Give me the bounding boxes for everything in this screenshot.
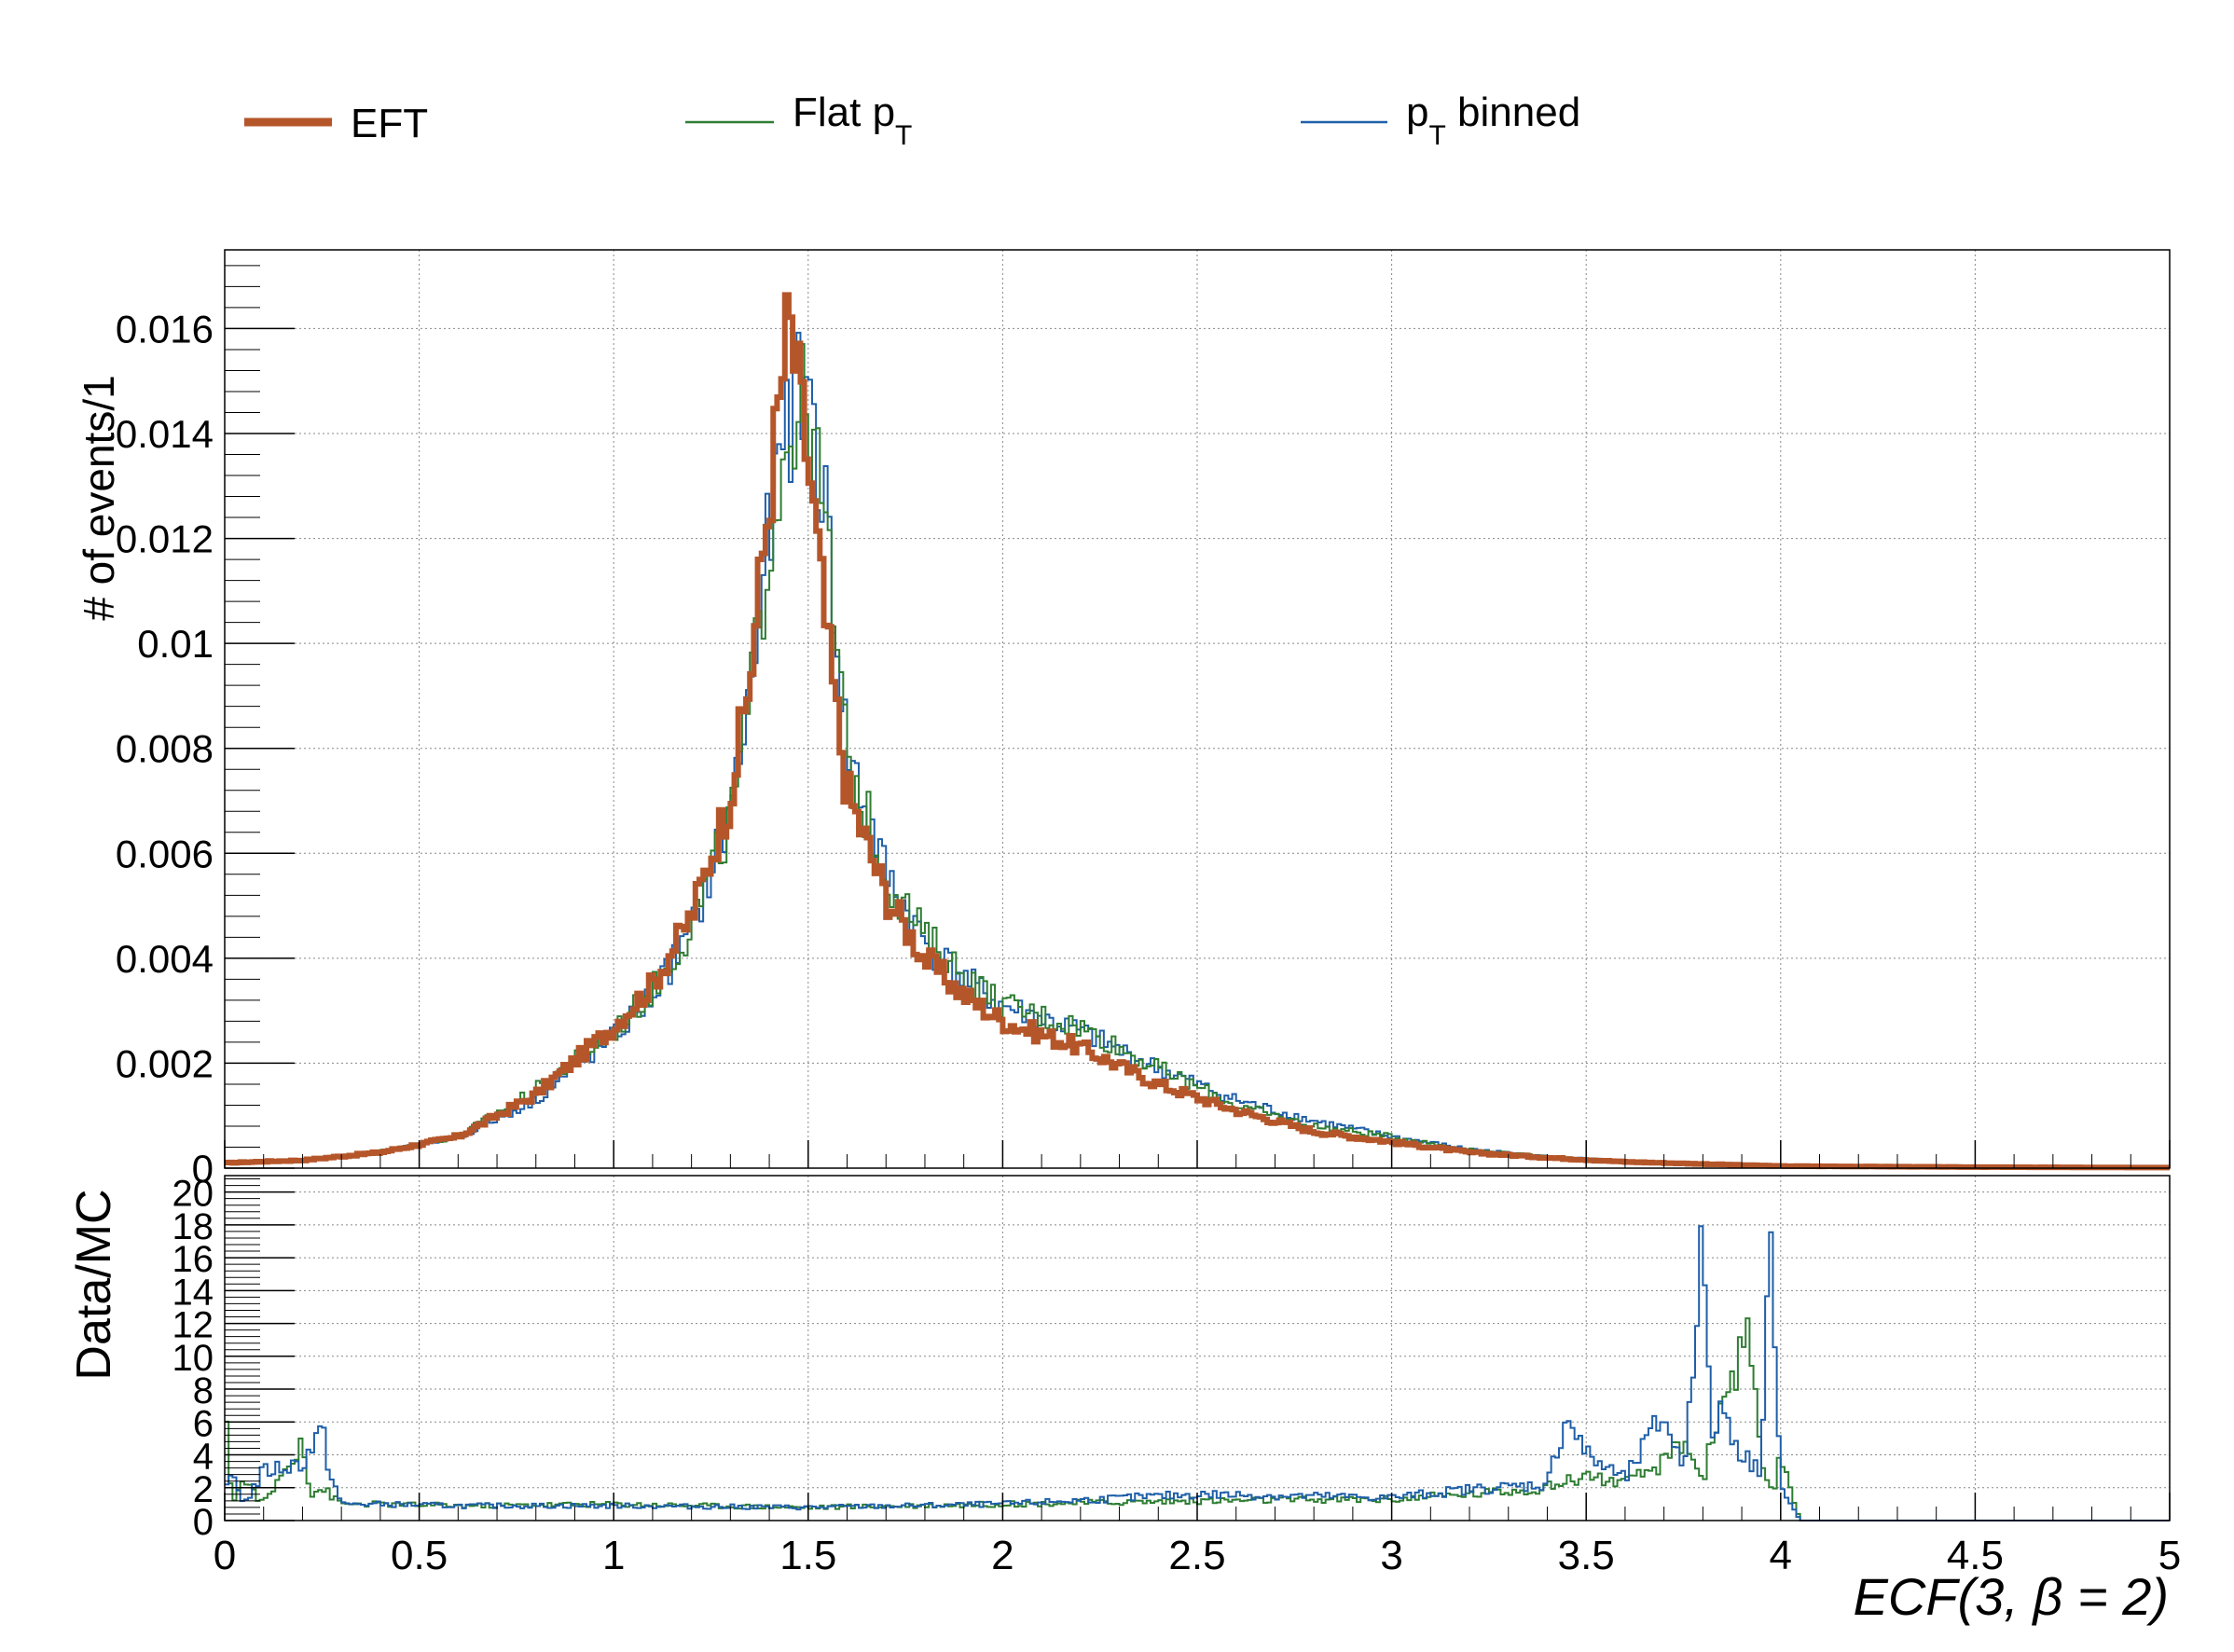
legend-entry-pt-binned: pT binned xyxy=(1301,89,1580,151)
x-tick-label-1: 0.5 xyxy=(391,1533,448,1578)
main-ytick-label-4: 0.008 xyxy=(116,727,214,771)
main-panel: 0 0.002 0.004 0.006 0.008 0.01 0.012 0.014 0.016… xyxy=(75,249,2171,1191)
x-tick-label-5: 2.5 xyxy=(1168,1533,1225,1578)
main-series-eft xyxy=(225,292,2170,1171)
ratio-ytick-label-3: 6 xyxy=(193,1403,214,1444)
x-tick-label-3: 1.5 xyxy=(779,1533,836,1578)
main-ytick-label-2: 0.004 xyxy=(116,937,214,981)
ratio-ticks xyxy=(224,1178,2171,1521)
main-ytick-label-1: 0.002 xyxy=(116,1041,214,1085)
ratio-ytick-label-8: 16 xyxy=(172,1239,214,1280)
ratio-series-layer xyxy=(225,1225,2170,1521)
ratio-ytick-label-4: 8 xyxy=(193,1370,214,1411)
legend-entry-flat-pt: Flat pT xyxy=(685,89,912,151)
legend-label-flat-pt-main: Flat p xyxy=(793,89,895,135)
legend-label-flat-pt-sub: T xyxy=(895,120,912,151)
main-ytick-label-7: 0.014 xyxy=(116,412,214,456)
x-tick-label-2: 1 xyxy=(602,1533,625,1578)
ratio-y-axis-title: Data/MC xyxy=(67,1189,121,1380)
x-tick-labels: 0 0.5 1 1.5 2 2.5 3 3.5 4 4.5 5 xyxy=(214,1533,2181,1578)
ratio-ytick-label-2: 4 xyxy=(193,1437,214,1478)
main-ytick-label-6: 0.012 xyxy=(116,517,214,561)
main-y-tick-labels: 0 0.002 0.004 0.006 0.008 0.01 0.012 0.014 0.016 xyxy=(116,307,214,1191)
x-tick-label-6: 3 xyxy=(1380,1533,1402,1578)
legend-entry-eft: EFT xyxy=(244,101,428,146)
ratio-ytick-label-6: 12 xyxy=(172,1305,214,1346)
x-tick-label-10: 5 xyxy=(2158,1533,2181,1578)
legend-label-eft: EFT xyxy=(351,101,428,146)
ratio-series-pt-binned xyxy=(225,1225,2170,1521)
main-ytick-label-0: 0 xyxy=(192,1147,214,1191)
ratio-ytick-label-1: 2 xyxy=(193,1469,214,1510)
x-tick-label-9: 4.5 xyxy=(1947,1533,2004,1578)
ratio-ytick-label-7: 14 xyxy=(172,1272,214,1313)
legend-label-pt-binned-main: p xyxy=(1406,89,1428,135)
x-tick-label-4: 2 xyxy=(991,1533,1014,1578)
x-tick-label-0: 0 xyxy=(214,1533,236,1578)
main-ticks xyxy=(224,265,2171,1169)
legend: EFT Flat pT pT binned xyxy=(244,89,1580,151)
ratio-ytick-label-10: 20 xyxy=(172,1174,214,1215)
ratio-ytick-label-9: 18 xyxy=(172,1206,214,1247)
ratio-ytick-label-5: 10 xyxy=(172,1338,214,1379)
x-axis-title: ECF(3, β = 2) xyxy=(1853,1567,2169,1626)
legend-label-pt-binned-sub: T xyxy=(1428,120,1445,151)
main-ytick-label-5: 0.01 xyxy=(137,622,214,666)
x-tick-label-7: 3.5 xyxy=(1558,1533,1615,1578)
legend-label-flat-pt: Flat pT xyxy=(793,89,912,151)
main-y-axis-title: # of events/1 xyxy=(75,375,123,620)
main-series-layer xyxy=(225,292,2170,1171)
ratio-ytick-label-0: 0 xyxy=(193,1502,214,1543)
legend-label-pt-binned-suffix: binned xyxy=(1446,89,1580,135)
x-tick-label-8: 4 xyxy=(1770,1533,1792,1578)
ratio-grid xyxy=(225,1176,2170,1521)
main-ytick-label-3: 0.006 xyxy=(116,832,214,875)
legend-label-pt-binned: pT binned xyxy=(1406,89,1580,151)
main-ytick-label-8: 0.016 xyxy=(116,307,214,351)
